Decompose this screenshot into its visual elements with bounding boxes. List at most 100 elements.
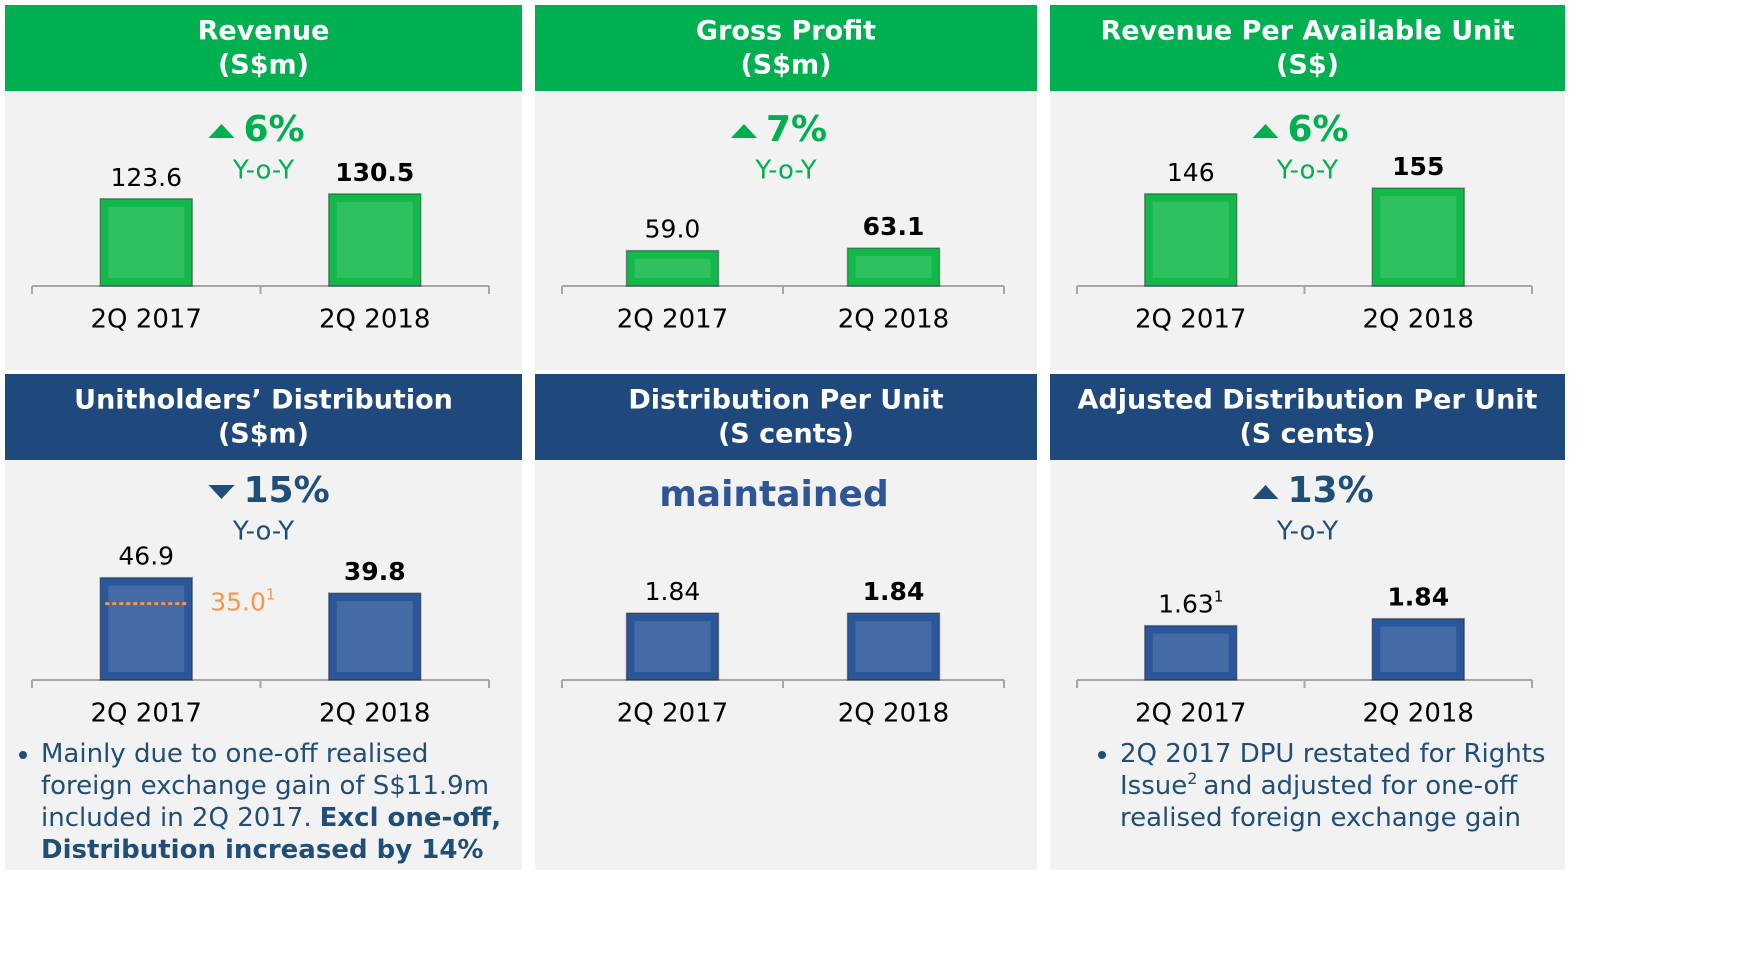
x-tick-label: 2Q 2018 [319, 699, 430, 729]
bar-bevel [108, 585, 185, 672]
panel-title: Gross Profit [696, 16, 876, 47]
change-label: 6% [1288, 109, 1349, 150]
bar-bevel [1380, 626, 1457, 672]
note-text: 2 [1187, 769, 1198, 789]
bar-bevel [1152, 633, 1229, 672]
panel-body [535, 460, 1037, 870]
bar-bevel [634, 621, 711, 672]
change-caption: Y-o-Y [754, 156, 816, 186]
value-label-text: 1.84 [1387, 583, 1449, 612]
bar-bevel [336, 201, 413, 278]
value-label: 46.9 [118, 542, 174, 571]
panel-title: Revenue Per Available Unit [1100, 16, 1514, 47]
value-label: 1.84 [863, 577, 925, 606]
bar [1371, 617, 1465, 681]
value-label-text: 130.5 [335, 158, 414, 187]
x-tick-label: 2Q 2017 [617, 699, 728, 729]
value-label-text: 63.1 [863, 212, 925, 241]
note-text: and adjusted for one-off realised foreig… [1120, 771, 1522, 833]
change-arrow [208, 485, 235, 499]
reference-label: 35.01 [210, 585, 275, 617]
change-label: 13% [1288, 470, 1374, 511]
value-label-text: 1.84 [645, 577, 701, 606]
x-tick-label: 2Q 2018 [838, 699, 949, 729]
value-label: 130.5 [335, 158, 414, 187]
value-label-superscript: 1 [1214, 587, 1224, 605]
bar-bevel [855, 256, 932, 278]
change-caption: Y-o-Y [232, 517, 294, 547]
panel-subtitle: (S$) [1276, 50, 1339, 81]
bar [625, 612, 720, 681]
note: 2Q 2017 DPU restated for Rights Issue2an… [1062, 738, 1547, 834]
change-label: 7% [766, 109, 827, 150]
bar-bevel [1380, 196, 1457, 278]
value-label: 155 [1392, 152, 1444, 181]
bar [328, 193, 422, 287]
panel-body [535, 91, 1037, 370]
value-label-text: 1.84 [863, 577, 925, 606]
panel-header [5, 374, 522, 460]
note-item: 2Q 2017 DPU restated for Rights Issue2an… [1120, 738, 1547, 834]
bar [846, 247, 941, 287]
bar [625, 249, 720, 287]
value-label: 59.0 [645, 215, 701, 244]
panel-subtitle: (S cents) [718, 419, 854, 450]
value-label: 63.1 [863, 212, 925, 241]
panel-title: Unitholders’ Distribution [74, 385, 453, 416]
value-label: 39.8 [344, 557, 406, 586]
note-list: Mainly due to one-off realised foreign e… [17, 738, 504, 866]
value-label: 1.631 [1158, 587, 1223, 619]
bar-bevel [1152, 201, 1229, 278]
note-list: 2Q 2017 DPU restated for Rights Issue2an… [1062, 738, 1547, 834]
panel-subtitle: (S$m) [218, 50, 309, 81]
panel-header [1050, 5, 1565, 91]
panel-subtitle: (S$m) [740, 50, 831, 81]
value-label: 1.84 [645, 577, 701, 606]
change-caption: Y-o-Y [232, 156, 294, 186]
x-tick-label: 2Q 2018 [1363, 699, 1474, 729]
value-label-text: 123.6 [110, 163, 182, 192]
bar-bevel [336, 601, 413, 672]
change-text: maintained [659, 474, 888, 515]
value-label-text: 155 [1392, 152, 1444, 181]
bar [328, 592, 422, 681]
value-label-text: 146 [1167, 158, 1215, 187]
bar-bevel [634, 258, 711, 278]
value-label-text: 1.63 [1158, 590, 1214, 619]
note-text: Excl one-off, Distribution increased by … [41, 803, 502, 865]
bar [1371, 187, 1465, 287]
panel-header [1050, 374, 1565, 460]
bar-bevel [855, 621, 932, 672]
panel-subtitle: (S cents) [1239, 419, 1375, 450]
x-tick-label: 2Q 2018 [319, 305, 430, 335]
change-label: 6% [244, 109, 305, 150]
value-label-text: 59.0 [645, 215, 701, 244]
bar-bevel [108, 206, 185, 278]
x-tick-label: 2Q 2017 [91, 699, 202, 729]
bar [99, 576, 193, 681]
value-label: 123.6 [110, 163, 182, 192]
panel-body [1050, 91, 1565, 370]
value-label-text: 46.9 [118, 542, 174, 571]
panel-title: Revenue [198, 16, 330, 47]
value-label: 1.84 [1387, 583, 1449, 612]
x-tick-label: 2Q 2018 [1363, 305, 1474, 335]
bar [99, 198, 193, 287]
panel-body [5, 460, 522, 870]
panel-header [5, 5, 522, 91]
bar [846, 612, 941, 681]
change-label: 15% [244, 470, 330, 511]
reference-label-superscript: 1 [266, 585, 276, 603]
change-arrow [208, 124, 235, 138]
panel-header [535, 5, 1037, 91]
value-label-text: 39.8 [344, 557, 406, 586]
change-arrow [731, 124, 757, 138]
bar [1144, 193, 1238, 287]
x-tick-label: 2Q 2018 [838, 305, 949, 335]
x-tick-label: 2Q 2017 [1135, 699, 1246, 729]
bar [1144, 624, 1238, 681]
x-tick-label: 2Q 2017 [91, 305, 202, 335]
panel-subtitle: (S$m) [218, 419, 309, 450]
